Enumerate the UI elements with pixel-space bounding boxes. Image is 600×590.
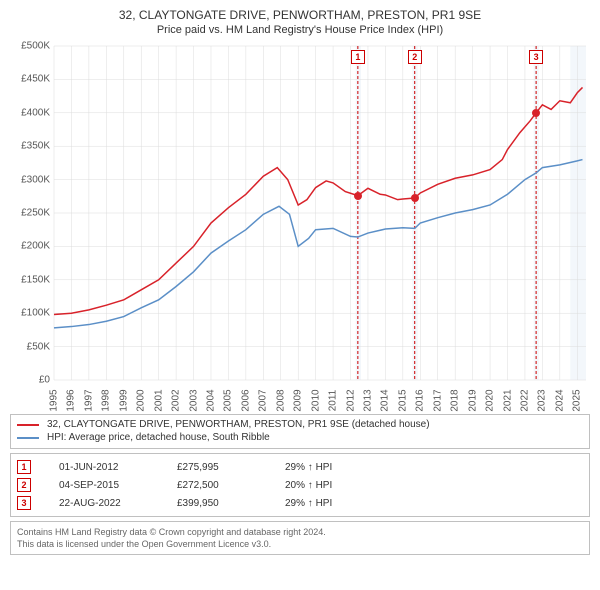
sale-dot	[532, 109, 540, 117]
sale-price: £272,500	[177, 480, 257, 491]
y-axis-label: £250K	[10, 208, 50, 219]
event-marker: 1	[351, 50, 365, 64]
sale-date: 01-JUN-2012	[59, 462, 149, 473]
sale-diff: 20% ↑ HPI	[285, 480, 385, 491]
x-axis-label: 2003	[188, 389, 199, 411]
legend-row: 32, CLAYTONGATE DRIVE, PENWORTHAM, PREST…	[17, 418, 583, 431]
x-axis-label: 2014	[380, 389, 391, 411]
sale-date: 04-SEP-2015	[59, 480, 149, 491]
x-axis-label: 1998	[101, 389, 112, 411]
attribution-line2: This data is licensed under the Open Gov…	[17, 538, 583, 550]
sale-dot	[411, 194, 419, 202]
title-subtitle: Price paid vs. HM Land Registry's House …	[10, 24, 590, 36]
plot: 1 2 3	[54, 46, 586, 380]
x-axis-label: 2016	[415, 389, 426, 411]
chart-container: 32, CLAYTONGATE DRIVE, PENWORTHAM, PREST…	[0, 0, 600, 561]
sales-row: 3 22-AUG-2022 £399,950 29% ↑ HPI	[17, 494, 583, 512]
sale-price: £399,950	[177, 498, 257, 509]
attribution: Contains HM Land Registry data © Crown c…	[10, 521, 590, 555]
x-axis-label: 2015	[397, 389, 408, 411]
x-axis-label: 2007	[258, 389, 269, 411]
x-axis-label: 2008	[275, 389, 286, 411]
y-axis-label: £500K	[10, 41, 50, 52]
legend-label: 32, CLAYTONGATE DRIVE, PENWORTHAM, PREST…	[47, 419, 430, 430]
series-property	[54, 87, 583, 314]
x-axis-label: 2020	[485, 389, 496, 411]
x-axis-label: 2017	[432, 389, 443, 411]
sale-diff: 29% ↑ HPI	[285, 462, 385, 473]
series-hpi	[54, 160, 583, 328]
x-axis-label: 2005	[223, 389, 234, 411]
x-axis-label: 1999	[118, 389, 129, 411]
x-axis-label: 2009	[293, 389, 304, 411]
title-address: 32, CLAYTONGATE DRIVE, PENWORTHAM, PREST…	[10, 8, 590, 22]
event-marker: 3	[529, 50, 543, 64]
sale-marker: 3	[17, 496, 31, 510]
x-axis-label: 2025	[572, 389, 583, 411]
y-axis-label: £50K	[10, 341, 50, 352]
event-marker: 2	[408, 50, 422, 64]
title-block: 32, CLAYTONGATE DRIVE, PENWORTHAM, PREST…	[10, 8, 590, 36]
x-axis-label: 1997	[83, 389, 94, 411]
x-axis-label: 2022	[519, 389, 530, 411]
chart-area: £0 £50K £100K £150K £200K £250K £300K £350K £400…	[10, 40, 590, 410]
x-axis-label: 2021	[502, 389, 513, 411]
x-axis-label: 1995	[49, 389, 60, 411]
y-axis-label: £100K	[10, 308, 50, 319]
y-axis-label: £350K	[10, 141, 50, 152]
y-axis-label: £0	[10, 375, 50, 386]
x-axis-label: 2011	[328, 390, 339, 412]
sales-row: 1 01-JUN-2012 £275,995 29% ↑ HPI	[17, 458, 583, 476]
x-axis-label: 2024	[554, 389, 565, 411]
legend-swatch	[17, 437, 39, 439]
sale-marker: 1	[17, 460, 31, 474]
y-axis-label: £150K	[10, 274, 50, 285]
x-axis-label: 2001	[153, 389, 164, 411]
x-axis-label: 2013	[362, 389, 373, 411]
sale-price: £275,995	[177, 462, 257, 473]
legend: 32, CLAYTONGATE DRIVE, PENWORTHAM, PREST…	[10, 414, 590, 449]
sales-table: 1 01-JUN-2012 £275,995 29% ↑ HPI 2 04-SE…	[10, 453, 590, 517]
y-axis-label: £400K	[10, 107, 50, 118]
sale-marker: 2	[17, 478, 31, 492]
sale-dot	[354, 192, 362, 200]
legend-label: HPI: Average price, detached house, Sout…	[47, 432, 270, 443]
x-axis-label: 2012	[345, 389, 356, 411]
y-axis-label: £450K	[10, 74, 50, 85]
x-axis-label: 2000	[136, 389, 147, 411]
x-axis-label: 2004	[205, 389, 216, 411]
y-axis-label: £200K	[10, 241, 50, 252]
x-axis-label: 2023	[537, 389, 548, 411]
x-axis-label: 2019	[467, 389, 478, 411]
x-axis-label: 2018	[450, 389, 461, 411]
sale-date: 22-AUG-2022	[59, 498, 149, 509]
legend-row: HPI: Average price, detached house, Sout…	[17, 431, 583, 444]
attribution-line1: Contains HM Land Registry data © Crown c…	[17, 526, 583, 538]
y-axis-label: £300K	[10, 174, 50, 185]
x-axis-label: 2006	[240, 389, 251, 411]
plot-svg	[54, 46, 586, 380]
x-axis-label: 2002	[171, 389, 182, 411]
sales-row: 2 04-SEP-2015 £272,500 20% ↑ HPI	[17, 476, 583, 494]
sale-diff: 29% ↑ HPI	[285, 498, 385, 509]
legend-swatch	[17, 424, 39, 426]
x-axis-label: 1996	[66, 389, 77, 411]
x-axis-label: 2010	[310, 389, 321, 411]
